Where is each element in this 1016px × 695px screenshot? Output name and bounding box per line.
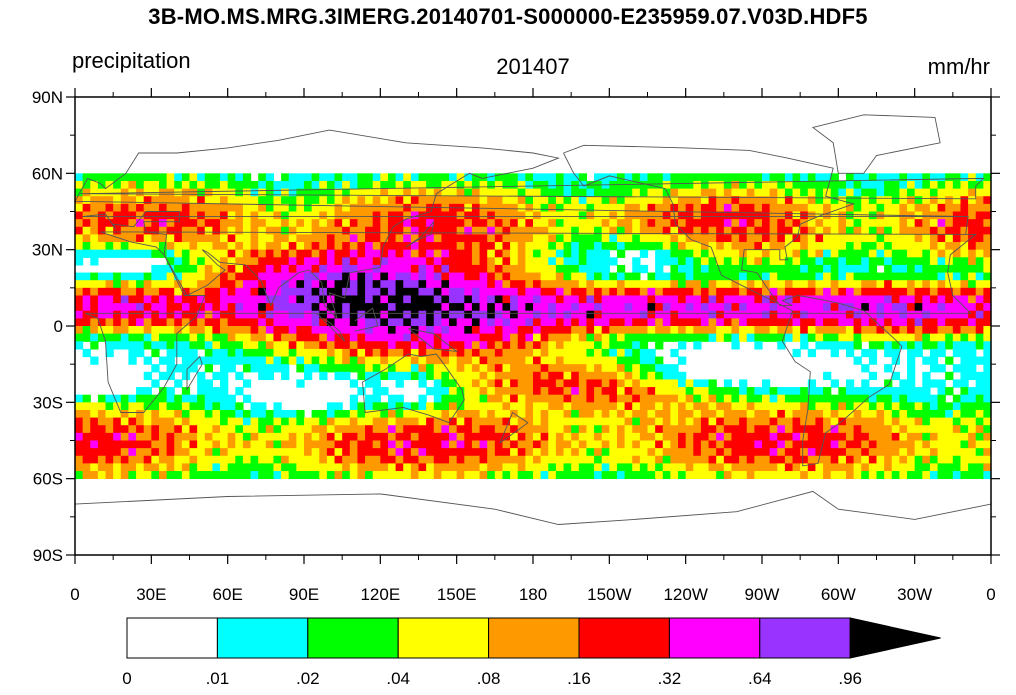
precipitation-field [75, 173, 991, 479]
y-tick-label: 0 [54, 317, 63, 336]
colorbar-arrow [849, 617, 941, 659]
colorbar-swatch [759, 617, 851, 659]
y-tick-label: 30S [33, 393, 63, 412]
y-tick-label: 90S [33, 546, 63, 565]
latitude-axis: 90N 60N 30N 0 30S 60S 90S [32, 88, 1000, 565]
x-tick-label: 90E [289, 585, 319, 604]
colorbar-swatch [126, 617, 218, 659]
colorbar-swatch [216, 617, 309, 659]
colorbar-label: .01 [206, 669, 230, 688]
map-title: 3B-MO.MS.MRG.3IMERG.20140701-S000000-E23… [148, 4, 868, 29]
x-tick-label: 60E [213, 585, 243, 604]
x-tick-label: 0 [70, 585, 79, 604]
x-tick-label: 60W [821, 585, 856, 604]
colorbar-label: .02 [296, 669, 320, 688]
y-tick-label: 30N [32, 241, 63, 260]
colorbar-label: .64 [748, 669, 772, 688]
x-tick-label: 30E [136, 585, 166, 604]
x-tick-label: 150W [587, 585, 631, 604]
x-tick-label: 180 [519, 585, 547, 604]
colorbar-swatch [307, 617, 399, 659]
longitude-axis: 0 30E 60E 90E 120E 150E 180 150W 120W 90W 60W 30W 0 [70, 88, 996, 604]
units-label: mm/hr [927, 54, 990, 79]
colorbar-label: .32 [658, 669, 682, 688]
variable-label: precipitation [72, 48, 191, 73]
colorbar-swatch [668, 617, 761, 659]
coastlines [74, 114, 992, 525]
y-tick-label: 60S [33, 470, 63, 489]
colorbar-swatch [578, 617, 670, 659]
colorbar-label: .04 [386, 669, 410, 688]
x-tick-label: 150E [437, 585, 477, 604]
colorbar-swatch [397, 617, 490, 659]
x-tick-label: 30W [897, 585, 932, 604]
colorbar-label: .08 [477, 669, 501, 688]
x-tick-label: 120W [663, 585, 707, 604]
x-tick-label: 0 [986, 585, 995, 604]
date-label: 201407 [496, 54, 570, 79]
colorbar-label: 0 [122, 669, 131, 688]
y-tick-label: 90N [32, 88, 63, 107]
x-tick-label: 90W [745, 585, 780, 604]
colorbar-label: .16 [567, 669, 591, 688]
colorbar: 0 .01 .02 .04 .08 .16 .32 .64 .96 [122, 617, 941, 688]
colorbar-swatch [488, 617, 580, 659]
colorbar-label: .96 [838, 669, 862, 688]
y-tick-label: 60N [32, 164, 63, 183]
x-tick-label: 120E [360, 585, 400, 604]
